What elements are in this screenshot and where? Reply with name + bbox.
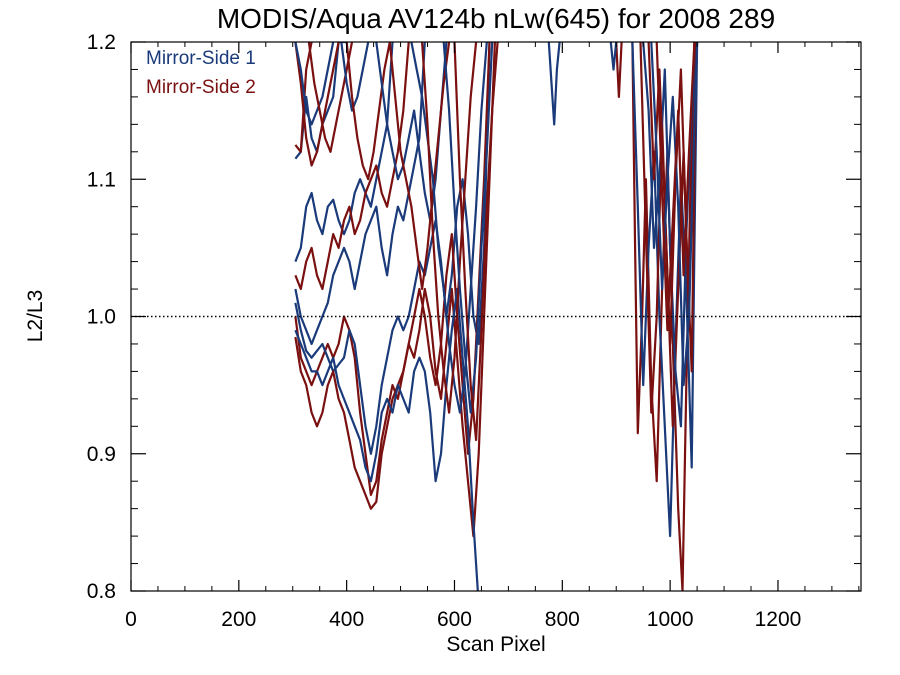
y-tick-label: 0.9 (87, 443, 116, 466)
series-1-line (375, 42, 448, 222)
x-axis: 0 200 400 600 800 1000 1200 (125, 42, 860, 631)
x-tick-label: 800 (545, 608, 580, 631)
chart-title: MODIS/Aqua AV124b nLw(645) for 2008 289 (217, 3, 775, 34)
y-axis: 0.8 0.9 1.0 1.1 1.2 (87, 31, 861, 603)
series-1-line (609, 42, 618, 71)
x-tick-label: 400 (329, 608, 364, 631)
y-tick-label: 0.8 (87, 580, 116, 603)
series-2-line (615, 42, 623, 99)
series-1-line (294, 42, 491, 455)
x-tick-label: 600 (437, 608, 472, 631)
x-tick-label: 200 (221, 608, 256, 631)
series-layer (294, 42, 699, 591)
legend-entry-mirror-side-1: Mirror-Side 1 (146, 48, 256, 69)
x-tick-label: 0 (125, 608, 137, 631)
series-1-line (631, 42, 699, 538)
series-2-line (294, 42, 340, 167)
y-tick-label: 1.1 (87, 168, 116, 191)
series-1-line (442, 42, 494, 414)
series-2-line (655, 42, 696, 332)
series-1-line (294, 42, 426, 346)
legend: Mirror-Side 1 Mirror-Side 2 (146, 48, 256, 98)
series-1-line (294, 42, 394, 263)
series-2-line (307, 42, 354, 153)
series-1-line (547, 42, 561, 126)
y-axis-label: L2/L3 (24, 290, 47, 343)
series-1-line (294, 42, 335, 126)
series-1-line (340, 42, 370, 112)
x-axis-label: Scan Pixel (446, 633, 545, 656)
series-2-line (421, 42, 478, 414)
y-tick-label: 1.2 (87, 31, 116, 54)
series-2-line (294, 42, 410, 291)
x-tick-label: 1200 (755, 608, 802, 631)
series-1-line (294, 287, 479, 591)
series-2-line (388, 42, 451, 291)
series-2-line (453, 42, 499, 442)
x-tick-label: 1000 (647, 608, 694, 631)
legend-entry-mirror-side-2: Mirror-Side 2 (146, 77, 256, 98)
series-2-line (345, 42, 391, 181)
y-tick-label: 1.0 (87, 306, 116, 329)
series-1-line (410, 42, 488, 414)
